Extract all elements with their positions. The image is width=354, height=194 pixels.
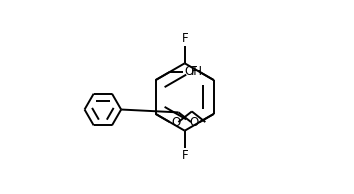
Text: F: F	[191, 65, 198, 78]
Text: O: O	[171, 116, 181, 129]
Text: O: O	[189, 116, 199, 129]
Text: OH: OH	[184, 65, 202, 78]
Text: F: F	[181, 32, 188, 45]
Text: F: F	[181, 149, 188, 162]
